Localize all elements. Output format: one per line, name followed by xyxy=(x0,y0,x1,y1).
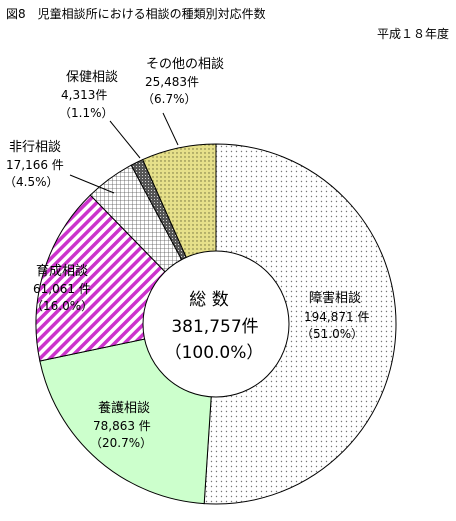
total-value: 381,757件 xyxy=(171,317,258,337)
slice-label-delinquency: 非行相談 17,166 件 （4.5%） xyxy=(4,139,64,189)
slice-name: 養護相談 xyxy=(98,400,150,416)
leader-line-delinquency xyxy=(69,174,115,194)
slice-label-protection: 養護相談 78,863 件 （20.7%） xyxy=(90,400,152,450)
slice-count: 61,061 件 xyxy=(33,282,91,296)
slice-label-disability: 障害相談 194,871 件 （51.0%） xyxy=(301,290,369,341)
slice-count: 4,313件 xyxy=(61,88,107,102)
slice-name: 障害相談 xyxy=(309,290,361,306)
slice-percent: （16.0%） xyxy=(31,299,93,313)
slice-count: 194,871 件 xyxy=(304,310,369,324)
total-percent: （100.0%） xyxy=(165,343,264,363)
fiscal-year-note: 平成１８年度 xyxy=(376,27,449,41)
slice-percent: （51.0%） xyxy=(301,327,363,341)
slice-percent: （6.7%） xyxy=(142,92,197,106)
slice-name: その他の相談 xyxy=(146,56,224,72)
slice-label-health: 保健相談 4,313件 （1.1%） xyxy=(59,69,118,120)
slice-count: 17,166 件 xyxy=(6,158,64,172)
slice-count: 25,483件 xyxy=(145,75,199,89)
slice-percent: （20.7%） xyxy=(90,436,152,450)
slice-percent: （4.5%） xyxy=(4,175,59,189)
slice-label-upbringing: 育成相談 61,061 件 （16.0%） xyxy=(31,263,93,313)
slice-name: 保健相談 xyxy=(66,69,118,85)
slice-disability xyxy=(203,143,397,505)
leader-line-other xyxy=(162,112,179,146)
slice-label-other: その他の相談 25,483件 （6.7%） xyxy=(142,56,224,106)
slice-percent: （1.1%） xyxy=(59,106,114,120)
slice-name: 育成相談 xyxy=(36,263,88,279)
slice-count: 78,863 件 xyxy=(93,419,151,433)
slice-name: 非行相談 xyxy=(9,139,61,155)
leader-line-health xyxy=(109,120,141,159)
donut-hole xyxy=(142,250,290,398)
total-label: 総 数 xyxy=(189,290,228,310)
chart-title: 図8 児童相談所における相談の種類別対応件数 xyxy=(6,7,266,21)
